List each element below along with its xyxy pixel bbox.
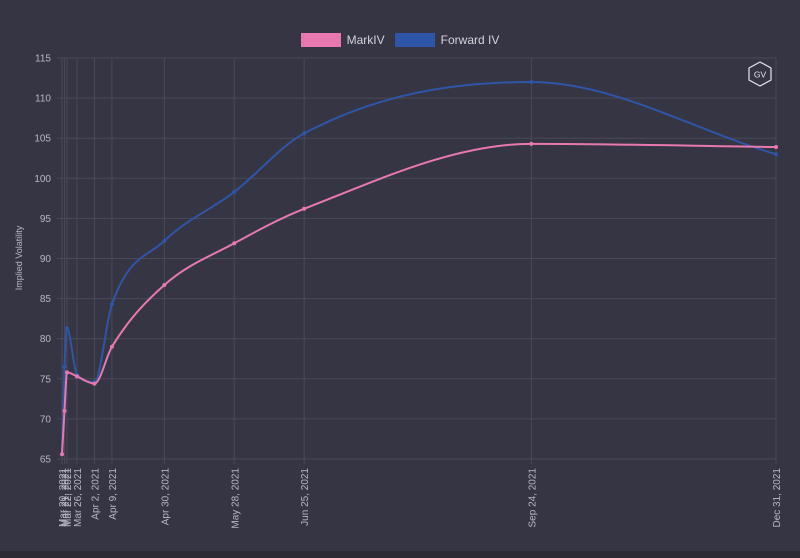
x-tick-label: Mar 26, 2021 bbox=[73, 468, 84, 527]
data-point-forward-iv bbox=[302, 131, 307, 136]
y-tick-label: 105 bbox=[34, 134, 51, 145]
y-tick-label: 65 bbox=[40, 455, 52, 466]
data-point-forward-iv bbox=[529, 80, 534, 85]
x-tick-label: Sep 24, 2021 bbox=[527, 468, 538, 528]
x-tick-label: Mar 21, 2021 bbox=[60, 468, 71, 527]
chart-grid bbox=[57, 57, 777, 464]
data-point-markiv bbox=[62, 408, 67, 413]
data-point-markiv bbox=[92, 381, 97, 386]
data-point-forward-iv bbox=[232, 189, 237, 194]
data-point-markiv bbox=[60, 452, 64, 457]
data-point-markiv bbox=[64, 370, 69, 375]
y-axis: 65 70 75 80 85 90 95 100 105 110 115 bbox=[34, 54, 51, 466]
data-point-markiv bbox=[774, 145, 778, 150]
y-tick-label: 95 bbox=[40, 214, 52, 225]
legend-item-forward-iv[interactable]: Forward IV bbox=[394, 33, 500, 47]
x-tick-label: Dec 31, 2021 bbox=[772, 468, 783, 528]
y-tick-label: 75 bbox=[40, 374, 52, 385]
data-point-forward-iv bbox=[62, 364, 67, 369]
x-tick-label: Apr 9, 2021 bbox=[108, 468, 119, 520]
data-point-markiv bbox=[232, 241, 237, 246]
data-point-forward-iv bbox=[109, 302, 114, 307]
x-tick-label: Mar 22, 2021 bbox=[63, 468, 74, 527]
bottom-bar bbox=[0, 551, 800, 558]
data-point-markiv bbox=[302, 206, 307, 211]
gv-logo-icon: GV bbox=[748, 61, 772, 87]
legend-swatch-forward-iv bbox=[394, 33, 435, 47]
data-point-markiv bbox=[162, 282, 167, 287]
x-tick-label: Apr 2, 2021 bbox=[90, 468, 101, 520]
data-point-markiv bbox=[74, 374, 79, 379]
data-point-forward-iv bbox=[162, 238, 167, 243]
y-tick-label: 80 bbox=[40, 334, 52, 345]
data-point-markiv bbox=[109, 344, 114, 349]
y-tick-label: 85 bbox=[40, 294, 52, 305]
y-tick-label: 70 bbox=[40, 414, 52, 425]
x-tick-label: Jun 25, 2021 bbox=[300, 468, 311, 526]
legend-label-markiv: MarkIV bbox=[346, 33, 385, 47]
y-tick-label: 90 bbox=[40, 254, 52, 265]
y-tick-label: 100 bbox=[34, 174, 51, 185]
chart-legend: MarkIV Forward IV bbox=[0, 33, 800, 47]
data-point-forward-iv bbox=[64, 326, 69, 331]
chart-series bbox=[60, 80, 778, 457]
x-tick-label: Apr 30, 2021 bbox=[160, 468, 171, 526]
legend-label-forward-iv: Forward IV bbox=[440, 33, 500, 47]
y-tick-label: 115 bbox=[35, 54, 51, 65]
x-tick-label: May 28, 2021 bbox=[230, 468, 241, 529]
x-tick-label: Mar 20, 2021 bbox=[58, 468, 69, 527]
y-tick-label: 110 bbox=[35, 94, 51, 105]
legend-item-markiv[interactable]: MarkIV bbox=[300, 33, 385, 47]
y-axis-label: Implied Volatility bbox=[14, 225, 24, 290]
legend-swatch-markiv bbox=[300, 33, 341, 47]
gv-logo-text: GV bbox=[754, 70, 767, 80]
data-point-markiv bbox=[529, 141, 534, 146]
data-point-forward-iv bbox=[774, 152, 778, 157]
